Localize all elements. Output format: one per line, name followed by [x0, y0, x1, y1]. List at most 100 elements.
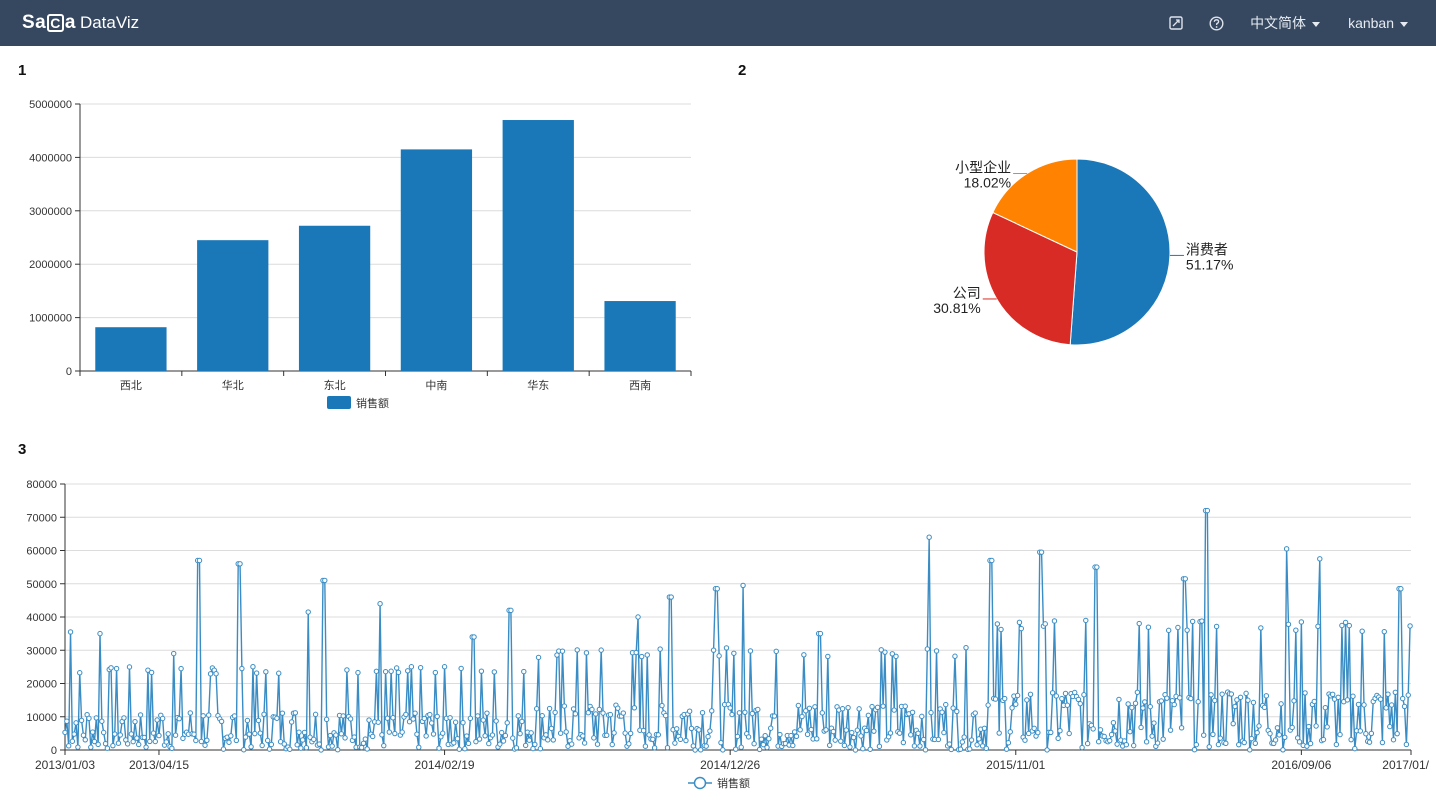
data-point: [1077, 700, 1083, 707]
data-point: [1114, 741, 1120, 747]
legend-label: 销售额: [717, 776, 750, 790]
x-tick-label: 西南: [629, 379, 651, 392]
help-icon[interactable]: [1196, 0, 1236, 46]
data-point: [305, 609, 311, 615]
data-point: [228, 733, 234, 739]
data-point: [252, 730, 258, 737]
data-point: [1401, 703, 1408, 710]
data-point: [550, 737, 556, 743]
data-point: [994, 621, 1001, 627]
y-tick-label: 40000: [26, 612, 57, 624]
legend-label: 销售额: [356, 396, 389, 410]
data-point: [979, 743, 986, 749]
edit-icon[interactable]: [1156, 0, 1196, 46]
x-tick-label: 2014/12/26: [700, 758, 760, 772]
data-point: [196, 557, 203, 564]
data-point: [838, 738, 844, 744]
y-tick-label: 30000: [26, 645, 57, 657]
data-point: [736, 710, 743, 716]
data-point: [148, 669, 155, 676]
data-point: [342, 735, 348, 741]
data-point: [1245, 697, 1251, 703]
data-point: [1090, 726, 1096, 732]
data-point: [989, 557, 995, 564]
data-point: [954, 708, 960, 715]
data-point: [95, 741, 101, 748]
data-point: [1258, 625, 1264, 631]
data-point: [806, 705, 813, 712]
data-point: [563, 729, 569, 735]
data-point: [1278, 701, 1284, 707]
data-point: [73, 720, 79, 726]
data-point: [856, 706, 862, 712]
data-point: [826, 742, 833, 748]
data-point: [126, 664, 133, 670]
data-point: [650, 736, 656, 743]
data-point: [351, 734, 357, 740]
data-point: [329, 743, 335, 749]
data-point: [909, 709, 916, 716]
language-dropdown[interactable]: 中文简体: [1236, 0, 1334, 46]
data-point: [992, 696, 999, 702]
data-point: [867, 746, 873, 752]
data-point: [71, 731, 77, 737]
data-point: [410, 716, 416, 722]
data-point: [1057, 728, 1063, 734]
data-point: [600, 710, 606, 716]
data-point: [491, 669, 498, 675]
data-point: [1134, 689, 1141, 695]
data-point: [478, 668, 485, 674]
data-point: [696, 727, 702, 733]
data-point: [627, 730, 634, 737]
user-dropdown[interactable]: kanban: [1334, 0, 1422, 46]
data-point: [91, 738, 98, 745]
data-point: [1002, 695, 1008, 702]
data-point: [93, 715, 100, 721]
data-point: [557, 730, 564, 736]
data-point: [697, 747, 704, 753]
data-point: [814, 736, 820, 742]
data-point: [279, 710, 286, 716]
data-point: [732, 746, 739, 752]
data-point: [919, 713, 925, 720]
data-point: [1407, 623, 1413, 629]
data-point: [207, 671, 214, 677]
data-point: [570, 706, 577, 712]
data-point: [839, 706, 846, 712]
data-point: [552, 709, 558, 716]
data-point: [699, 710, 706, 716]
data-point: [110, 742, 116, 749]
data-point: [749, 710, 755, 717]
data-point: [1219, 691, 1225, 697]
data-point: [218, 718, 225, 725]
data-point: [928, 709, 934, 716]
data-point: [729, 711, 735, 718]
x-tick-label: 东北: [324, 379, 346, 392]
data-point: [664, 744, 671, 751]
data-point: [521, 668, 527, 675]
data-point: [434, 713, 440, 720]
data-point: [1342, 619, 1349, 626]
data-point: [1142, 699, 1148, 705]
data-point: [976, 736, 982, 742]
data-point: [360, 740, 367, 747]
data-point: [163, 739, 170, 745]
data-point: [1003, 746, 1010, 752]
data-point: [1274, 725, 1281, 731]
data-point: [80, 732, 87, 738]
data-point: [150, 730, 157, 736]
data-point: [1383, 705, 1389, 711]
data-point: [386, 729, 392, 735]
data-point: [298, 745, 304, 751]
data-point: [863, 727, 870, 734]
data-point: [100, 729, 107, 736]
y-tick-label: 20000: [26, 679, 57, 691]
data-point: [67, 629, 74, 635]
data-point: [738, 744, 744, 750]
data-point: [255, 717, 262, 724]
data-point: [1272, 737, 1279, 743]
data-point: [1403, 741, 1410, 748]
data-point: [1145, 624, 1152, 630]
